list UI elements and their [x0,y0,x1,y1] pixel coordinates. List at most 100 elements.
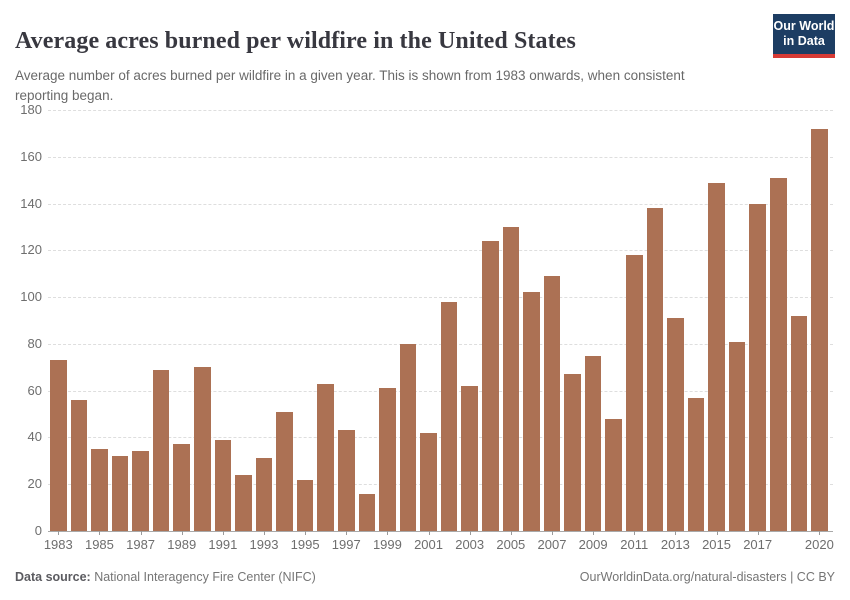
bar-2001[interactable] [420,432,437,531]
y-tick-label-140: 140 [20,195,42,211]
data-source-value: National Interagency Fire Center (NIFC) [90,570,316,584]
data-source: Data source: National Interagency Fire C… [15,570,316,584]
x-tick-label-1993: 1993 [249,537,279,552]
x-tick-1989 [181,531,183,535]
bar-2000[interactable] [399,343,417,531]
x-tick-2005 [510,531,512,535]
x-tick-1999 [387,531,389,535]
bar-1996[interactable] [317,383,334,531]
bar-1991[interactable] [214,439,232,531]
x-tick-label-1997: 1997 [331,537,361,552]
x-tick-label-2020: 2020 [804,537,834,552]
x-tick-1993 [264,531,265,535]
x-tick-2003 [469,531,471,535]
bar-1995[interactable] [296,479,314,531]
x-tick-label-1983: 1983 [43,537,73,552]
x-tick-2013 [675,531,677,535]
y-tick-label-20: 20 [27,476,42,492]
y-gridline-140 [48,203,833,205]
x-tick-label-2009: 2009 [578,537,608,552]
bar-1999[interactable] [379,388,396,531]
x-tick-1987 [140,531,142,535]
bar-1993[interactable] [255,458,273,531]
bar-1990[interactable] [194,367,211,531]
y-tick-label-40: 40 [27,429,42,445]
x-tick-1997 [346,531,348,535]
x-tick-label-2005: 2005 [496,537,526,552]
bar-1987[interactable] [132,451,149,531]
y-gridline-180 [48,110,833,111]
x-tick-1991 [222,531,224,535]
x-tick-2007 [551,531,553,535]
chart-subtitle: Average number of acres burned per wildf… [15,67,685,103]
bar-2002[interactable] [440,301,458,531]
bar-2009[interactable] [584,355,602,531]
x-tick-2020 [819,531,821,535]
bar-2010[interactable] [605,418,622,531]
x-tick-label-2013: 2013 [660,537,690,552]
x-tick-label-2003: 2003 [455,537,485,552]
x-tick-2015 [716,531,718,535]
bar-1992[interactable] [235,474,252,531]
y-gridline-100 [48,297,833,299]
y-gridline-20 [48,484,833,486]
bar-2006[interactable] [523,292,540,531]
x-tick-label-2011: 2011 [620,537,649,552]
y-tick-label-0: 0 [34,523,42,538]
y-tick-label-160: 160 [20,148,42,164]
attribution-link[interactable]: OurWorldinData.org/natural-disasters | C… [579,570,835,584]
x-tick-label-2015: 2015 [702,537,731,552]
y-gridline-60 [48,390,833,392]
bar-2013[interactable] [667,318,684,531]
bar-2020[interactable] [811,128,828,531]
y-tick-label-80: 80 [27,335,42,351]
bar-2015[interactable] [708,182,725,531]
x-tick-2011 [634,531,636,535]
bar-1989[interactable] [173,444,190,531]
bar-2018[interactable] [770,177,787,531]
bar-2008[interactable] [564,374,581,531]
bar-2005[interactable] [502,226,520,531]
bar-1984[interactable] [70,400,88,531]
y-gridline-160 [48,156,833,158]
data-source-label: Data source: [15,570,91,584]
x-tick-label-1987: 1987 [126,537,156,552]
owid-logo-line2: in Data [783,34,825,49]
bar-1988[interactable] [152,369,170,531]
bar-1994[interactable] [276,411,293,531]
x-tick-2001 [428,531,430,535]
bar-2019[interactable] [790,315,808,531]
x-axis-line [48,531,833,532]
bar-2014[interactable] [687,397,705,531]
x-tick-2017 [757,531,759,535]
x-tick-label-2017: 2017 [743,537,773,552]
x-tick-label-1999: 1999 [372,537,402,552]
y-tick-label-60: 60 [27,382,42,398]
bar-2007[interactable] [543,276,561,531]
y-tick-label-100: 100 [20,289,42,305]
x-tick-1983 [58,531,60,535]
y-gridline-40 [48,437,833,439]
bar-2017[interactable] [749,203,766,531]
bar-2016[interactable] [728,341,746,531]
bar-1998[interactable] [358,493,376,531]
x-tick-1995 [305,531,307,535]
bar-1997[interactable] [338,430,355,531]
owid-logo[interactable]: Our World in Data [773,14,835,58]
x-tick-label-2001: 2001 [414,537,443,552]
bar-2003[interactable] [461,385,478,531]
bar-1985[interactable] [91,449,108,531]
y-tick-label-120: 120 [20,242,42,258]
x-tick-label-1995: 1995 [290,537,320,552]
bar-1986[interactable] [111,456,129,531]
bar-2012[interactable] [646,208,664,531]
bar-1983[interactable] [50,360,67,531]
bar-2011[interactable] [626,255,643,531]
owid-logo-line1: Our World [773,19,835,33]
y-gridline-80 [48,343,833,345]
x-tick-label-1985: 1985 [84,537,114,552]
y-gridline-120 [48,250,833,252]
bar-2004[interactable] [482,240,499,531]
